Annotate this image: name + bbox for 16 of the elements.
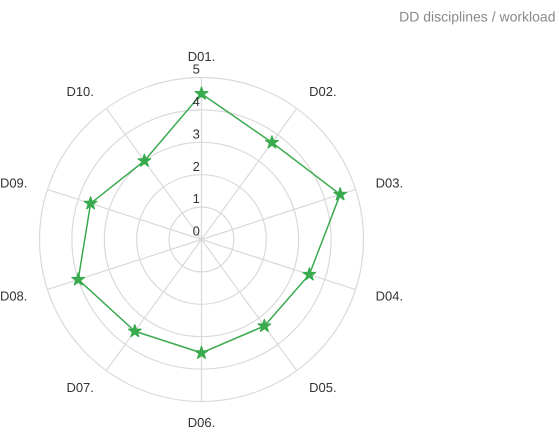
spoke-label: D07.	[66, 380, 94, 396]
spoke-label: D04.	[376, 288, 404, 304]
spoke-label: D08.	[0, 288, 28, 304]
spoke-label: D05.	[309, 380, 337, 396]
text: DD disciplines / workload	[399, 8, 556, 24]
spoke-label: D02.	[309, 84, 337, 99]
spoke-label: D03.	[376, 175, 404, 190]
y-tick-label: 3	[192, 126, 200, 142]
y-tick-label: 5	[192, 62, 200, 77]
y-tick-label: 1	[192, 191, 200, 206]
spoke-label: D09.	[0, 175, 28, 190]
spoke-label: D01.	[188, 48, 216, 64]
y-tick-label: 0	[192, 224, 200, 239]
spoke-label: D06.	[188, 415, 216, 430]
spoke-label: D10.	[66, 84, 94, 99]
y-tick-label: 2	[192, 158, 200, 174]
